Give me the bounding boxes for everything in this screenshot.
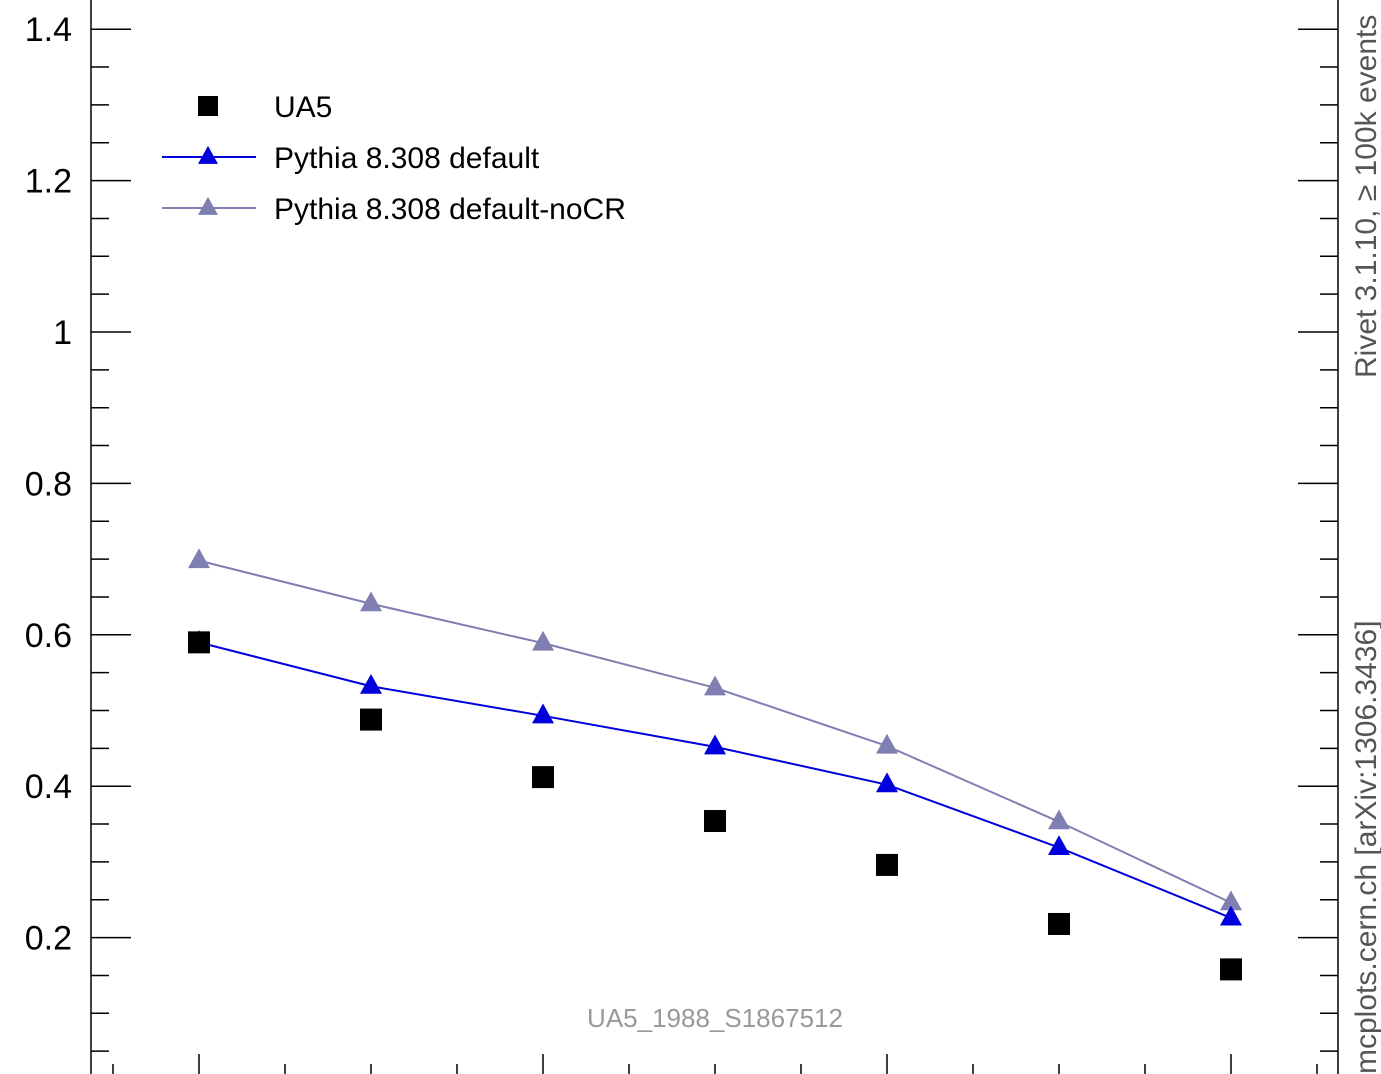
y-tick-label: 1.4 bbox=[25, 11, 72, 49]
legend-label: UA5 bbox=[274, 91, 332, 124]
data-point bbox=[532, 766, 554, 789]
mc-point bbox=[704, 734, 726, 755]
series-0 bbox=[188, 631, 1242, 981]
legend-square-marker bbox=[198, 96, 218, 116]
mc-point bbox=[188, 548, 210, 569]
mc-point bbox=[360, 674, 382, 694]
legend-label: Pythia 8.308 default-noCR bbox=[274, 193, 626, 226]
mc-point bbox=[532, 630, 554, 651]
legend-label: Pythia 8.308 default bbox=[274, 142, 540, 175]
data-point bbox=[1048, 912, 1070, 935]
mc-point bbox=[1048, 809, 1070, 830]
legend-entry-2: Pythia 8.308 default-noCR bbox=[162, 193, 626, 226]
mc-point bbox=[360, 591, 382, 612]
data-point bbox=[360, 708, 382, 731]
axes: 0.2 0.4 0.6 0.8 1 1.2 1.4 bbox=[25, 0, 1339, 1074]
legend-entry-1: Pythia 8.308 default bbox=[162, 142, 540, 175]
series-layer bbox=[188, 548, 1242, 981]
mc-point bbox=[876, 733, 898, 754]
y-tick-label: 1.2 bbox=[25, 163, 72, 201]
legend-entry-0: UA5 bbox=[198, 91, 332, 124]
data-point bbox=[188, 631, 210, 654]
mc-point bbox=[876, 772, 898, 793]
y-tick-label: 0.4 bbox=[25, 768, 72, 806]
data-point bbox=[876, 853, 898, 876]
series-1 bbox=[188, 630, 1242, 926]
mc-point bbox=[704, 675, 726, 696]
rivet-version-label: Rivet 3.1.10, ≥ 100k events bbox=[1350, 15, 1381, 378]
mcplots-credit-label: mcplots.cern.ch [arXiv:1306.3436] bbox=[1350, 620, 1381, 1074]
series-2 bbox=[188, 548, 1242, 911]
analysis-tag: UA5_1988_S1867512 bbox=[587, 1003, 843, 1033]
y-tick-label: 0.2 bbox=[25, 920, 72, 958]
y-tick-label: 0.6 bbox=[25, 617, 72, 655]
data-point bbox=[704, 810, 726, 833]
y-tick-label: 1 bbox=[53, 314, 72, 352]
legend-triangle-marker bbox=[198, 145, 218, 164]
mc-point bbox=[532, 703, 554, 724]
mc-point bbox=[1048, 835, 1070, 856]
series-line bbox=[198, 559, 1232, 904]
data-point bbox=[1220, 958, 1242, 981]
legend-triangle-marker bbox=[198, 196, 218, 215]
mc-point bbox=[1220, 905, 1242, 926]
y-tick-label: 0.8 bbox=[25, 465, 72, 503]
legend: UA5 Pythia 8.308 default Pythia 8.308 defa… bbox=[162, 91, 626, 226]
mc-point bbox=[1220, 890, 1242, 911]
